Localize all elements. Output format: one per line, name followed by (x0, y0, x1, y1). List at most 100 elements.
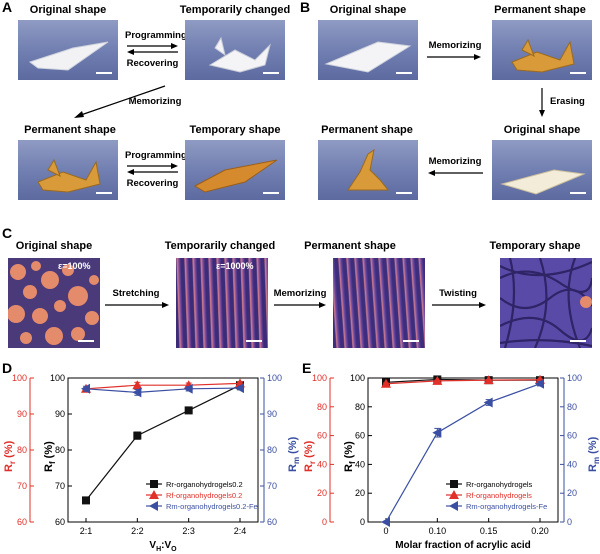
c-micro-temp-changed: ε=1000% (176, 258, 268, 348)
e-tick-label-blue: 100 (567, 373, 582, 383)
b-permanent-shape2-title: Permanent shape (321, 124, 413, 136)
b-erasing-label: Erasing (550, 96, 585, 107)
d-tick-label-inner: 100 (50, 373, 65, 383)
e-tick-label-inner: 100 (350, 373, 365, 383)
d-data-point-2-2 (183, 383, 193, 394)
c-stretching-arrow (105, 302, 169, 308)
c-strain1-label: ε=100% (58, 261, 91, 271)
e-tick-label-blue: 40 (567, 459, 577, 469)
b-orange-duck-shape (511, 38, 575, 73)
b-memorizing-label: Memorizing (428, 40, 482, 51)
c-micro-original: ε=100% (8, 258, 100, 348)
c-temporary-shape-title: Temporary shape (489, 240, 581, 252)
e-data-point-2-1 (432, 427, 442, 438)
d-ylabel-right: Rm (%) (287, 436, 300, 472)
panel-letter-a: A (2, 0, 13, 15)
panel-letter-e: E (302, 360, 312, 376)
d-tick-label-red: 60 (17, 517, 27, 527)
a-permanent-shape-title: Permanent shape (24, 124, 116, 136)
chart-e: 0 0 0 20 20 20 40 40 40 60 60 60 80 80 80 100 100 100 Rr (… (303, 373, 600, 551)
e-ylabel-right: Rm (%) (587, 436, 600, 472)
e-data-point-1-1 (432, 375, 443, 385)
d-legend-marker-2 (149, 501, 158, 511)
d-tick-label-red: 70 (17, 481, 27, 491)
e-tick-label-inner: 60 (355, 431, 365, 441)
d-data-point-1-1 (132, 380, 143, 390)
e-x-tick-label: 0.10 (429, 526, 447, 536)
e-tick-label-inner: 0 (360, 517, 365, 527)
d-tick-label-inner: 60 (55, 517, 65, 527)
e-tick-label-inner: 40 (355, 459, 365, 469)
d-x-tick-label: 2:2 (131, 526, 144, 536)
d-tick-label-blue: 60 (267, 517, 277, 527)
b-original-shape-title: Original shape (329, 4, 407, 16)
d-legend-entry-0: Rr-organohydrogels0.2 (166, 480, 243, 489)
b-cream-flat-shape (500, 169, 586, 195)
c-stretching-label: Stretching (112, 288, 160, 299)
d-ylabel-inner: Rf (%) (43, 441, 57, 472)
e-tick-label-inner: 80 (355, 402, 365, 412)
e-ylabel-left: Rr (%) (303, 440, 317, 472)
b-memorizing2-label: Memorizing (428, 156, 482, 167)
d-tick-label-inner: 80 (55, 445, 65, 455)
c-memorizing-label: Memorizing (273, 288, 327, 299)
a-photo-permanent-duck (18, 140, 118, 200)
a-recovering2-label: Recovering (126, 178, 179, 189)
b-photo-permanent-duck (492, 20, 592, 80)
e-data-point-1-0 (381, 378, 391, 388)
e-legend-marker-2 (449, 501, 458, 511)
d-legend-marker-0 (150, 480, 158, 488)
e-x-tick-label: 0.20 (531, 526, 549, 536)
b-memorizing2-arrow (428, 170, 483, 176)
d-legend-entry-1: Rf-organohydrogels0.2 (166, 491, 242, 500)
panel-letter-b: B (300, 0, 311, 15)
b-erasing-arrow (539, 88, 545, 117)
a-programming-label: Programming (125, 30, 187, 41)
e-plot-frame (367, 377, 559, 523)
c-original-shape-title: Original shape (15, 240, 93, 252)
c-twisting-label: Twisting (439, 288, 477, 299)
b-photo-original (318, 20, 418, 80)
d-series-line-1 (85, 382, 241, 390)
e-x-tick-label: 0 (383, 526, 388, 536)
d-tick-label-red: 80 (17, 445, 27, 455)
a-double-arrow-top (127, 43, 178, 55)
b-white-flat-shape (324, 41, 412, 73)
white-crane-shape (208, 36, 271, 73)
e-x-tick-label: 0.15 (480, 526, 498, 536)
chart-d: 60 60 60 70 70 70 80 80 80 90 90 90 100 100 100 Rr (%) R… (3, 373, 300, 553)
e-data-point-1-2 (483, 375, 494, 385)
a-recovering-label: Recovering (126, 58, 179, 69)
c-twisting-arrow (432, 302, 486, 308)
twisted-fiber-pattern (500, 258, 592, 348)
b-photo-original-flat (492, 140, 592, 200)
e-tick-label-red: 0 (322, 517, 327, 527)
c-micro-permanent (333, 258, 425, 348)
orange-flat-shape (193, 159, 278, 193)
a-memorizing-label: Memorizing (128, 96, 182, 107)
d-ylabel-left: Rr (%) (3, 440, 17, 472)
d-data-point-0-1 (133, 431, 142, 440)
e-legend-marker-0 (450, 480, 458, 488)
a-temporary-shape-title: Temporary shape (189, 124, 281, 136)
e-tick-label-blue: 0 (567, 517, 572, 527)
e-legend-entry-0: Rr-organohydrogels (466, 480, 533, 489)
d-tick-label-red: 90 (17, 409, 27, 419)
a-programming2-label: Programming (125, 150, 187, 161)
c-permanent-shape-title: Permanent shape (304, 240, 396, 252)
d-x-tick-label: 2:3 (182, 526, 195, 536)
e-data-point-2-2 (483, 397, 493, 408)
d-plot-frame (67, 377, 259, 523)
e-legend-entry-1: Rf-organohydrogels (466, 491, 532, 500)
d-tick-label-blue: 70 (267, 481, 277, 491)
d-tick-label-inner: 90 (55, 409, 65, 419)
orange-duck-shape (37, 158, 101, 193)
a-temporarily-changed-title: Temporarily changed (179, 4, 291, 16)
b-photo-permanent-crane (318, 140, 418, 200)
e-tick-label-inner: 20 (355, 488, 365, 498)
b-original-shape2-title: Original shape (503, 124, 581, 136)
e-series-line-1 (385, 379, 541, 385)
c-strain2-label: ε=1000% (216, 261, 254, 271)
e-ylabel-inner: Rf (%) (343, 441, 357, 472)
d-data-point-2-1 (132, 387, 142, 398)
